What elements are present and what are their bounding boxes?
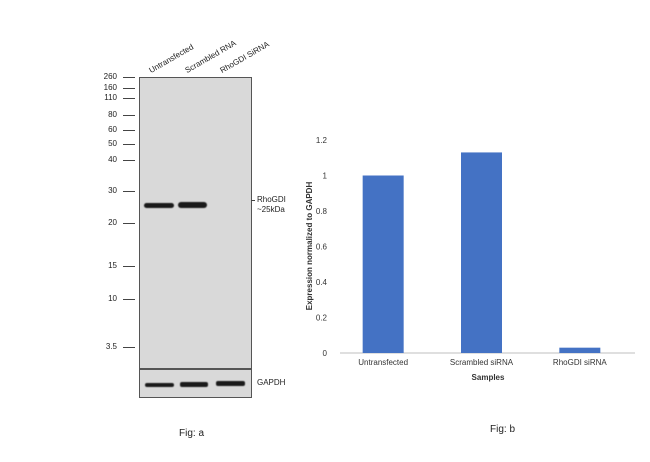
y-tick-label: 0	[323, 349, 328, 358]
mw-marker-tick	[123, 266, 135, 267]
gapdh-band-rhogdi-sirna	[216, 381, 245, 386]
mw-marker-label: 50	[108, 139, 117, 148]
gapdh-band-untransfected	[145, 383, 174, 387]
y-tick-label: 0.4	[316, 278, 328, 287]
mw-marker-label: 160	[103, 83, 117, 92]
mw-marker-tick	[123, 115, 135, 116]
mw-marker-tick	[123, 77, 135, 78]
mw-marker-tick	[123, 299, 135, 300]
y-tick-label: 1.2	[316, 136, 328, 145]
x-tick-label: RhoGDI siRNA	[553, 358, 607, 367]
mw-marker-tick	[123, 160, 135, 161]
band-scrambled-rna	[178, 202, 207, 208]
rhogdi-size-label: ~25kDa	[257, 205, 285, 214]
mw-marker-label: 3.5	[105, 342, 117, 351]
bar-untransfected	[362, 175, 404, 353]
fig-a-caption: Fig: a	[179, 428, 205, 439]
mw-marker-label: 15	[108, 261, 117, 270]
band-untransfected	[144, 203, 174, 208]
mw-marker-tick	[123, 130, 135, 131]
mw-marker-tick	[123, 347, 135, 348]
x-tick-label: Scrambled siRNA	[450, 358, 514, 367]
gapdh-panel	[139, 369, 252, 398]
rhogdi-band-label: RhoGDI ~25kDa	[257, 195, 286, 215]
gapdh-band-scrambled-rna	[180, 382, 208, 387]
y-axis-title: Expression normalized to GAPDH	[305, 182, 314, 311]
mw-marker-label: 110	[104, 93, 117, 102]
mw-marker-label: 10	[108, 294, 117, 303]
band-pointer-tick	[251, 200, 255, 201]
mw-marker-label: 30	[108, 186, 117, 195]
mw-marker-tick	[123, 191, 135, 192]
mw-marker-tick	[123, 98, 135, 99]
mw-marker-tick	[123, 88, 135, 89]
x-axis-title: Samples	[472, 373, 505, 382]
blot-panel	[139, 77, 252, 369]
mw-marker-label: 20	[108, 218, 117, 227]
mw-marker-label: 40	[108, 155, 117, 164]
mw-marker-tick	[123, 144, 135, 145]
gapdh-label: GAPDH	[257, 378, 286, 387]
mw-marker-label: 60	[108, 125, 117, 134]
bar-scrambled-sirna	[461, 152, 502, 353]
fig-b-caption: Fig: b	[490, 424, 516, 435]
rhogdi-label: RhoGDI	[257, 195, 286, 204]
mw-marker-label: 260	[103, 72, 117, 81]
bar-rhogdi-sirna	[559, 347, 601, 353]
y-tick-label: 1	[323, 172, 328, 181]
y-tick-label: 0.2	[316, 314, 328, 323]
y-tick-label: 0.6	[316, 243, 328, 252]
mw-marker-label: 80	[108, 110, 117, 119]
mw-marker-tick	[123, 223, 135, 224]
y-tick-label: 0.8	[316, 207, 328, 216]
x-tick-label: Untransfected	[358, 358, 408, 367]
